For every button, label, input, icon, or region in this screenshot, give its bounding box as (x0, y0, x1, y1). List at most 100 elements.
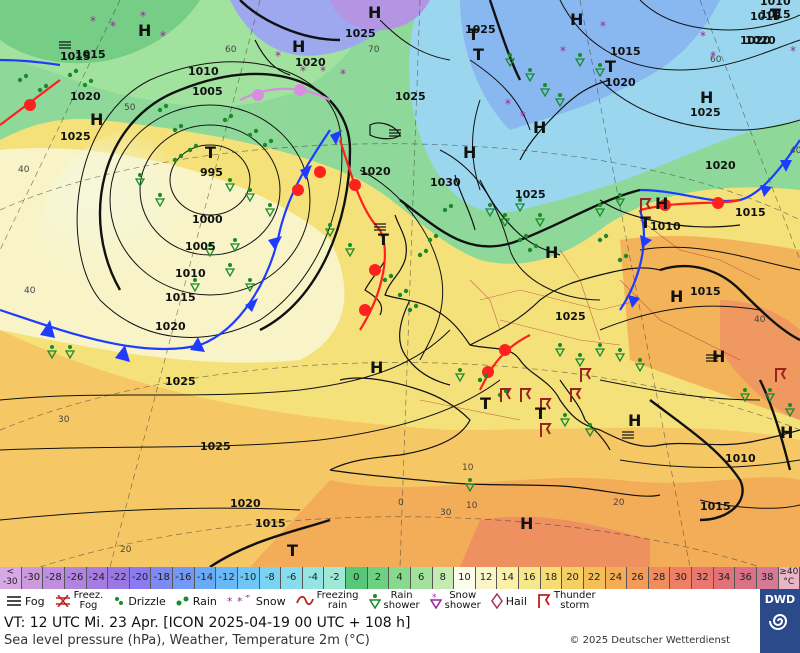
rain-shower-symbol (584, 423, 596, 438)
rain-shower-symbol (614, 348, 626, 363)
svg-text:*: * (237, 595, 243, 607)
fog-symbol (706, 354, 718, 362)
isobar-label: 1025 (165, 375, 196, 388)
isobar-label: 1010 (760, 0, 791, 8)
pressure-center-label: T (535, 404, 546, 423)
rain-shower-symbol (739, 388, 751, 403)
scale-cell: 26 (627, 567, 649, 589)
scale-cell: 34 (713, 567, 736, 589)
temperature-contour-label: 0 (398, 498, 404, 508)
temperature-contour-label: 60 (225, 45, 237, 55)
pressure-center-label: H (463, 143, 476, 162)
weather-legend: Fog Freez. Fog Drizzle Rain * * * Snow Fre… (0, 589, 760, 613)
rain-shower-symbol (46, 345, 58, 360)
isobar-label: 1015 (750, 10, 781, 23)
thunderstorm-symbol (580, 368, 592, 382)
isobar-label: 1010 (650, 220, 681, 233)
rain-shower-symbol (534, 213, 546, 228)
scale-cell: 28 (648, 567, 671, 589)
pressure-center-label: H (655, 194, 668, 213)
pressure-center-label: H (520, 514, 533, 533)
legend-freezing-rain: Freezing rain (295, 591, 359, 611)
scale-cell: 24 (605, 567, 628, 589)
pressure-center-label: T (287, 541, 298, 560)
pressure-center-label: H (670, 287, 683, 306)
scale-cell: -10 (237, 567, 260, 589)
temperature-contour-label: 10 (466, 501, 478, 511)
isobar-label: 1020 (230, 497, 261, 510)
rain-shower-symbol (244, 278, 256, 293)
rain-shower-symbol (574, 53, 586, 68)
rain-symbol (527, 243, 539, 253)
dwd-logo-text: DWD (764, 593, 796, 606)
rain-shower-symbol (64, 345, 76, 360)
rain-shower-symbol (614, 193, 626, 208)
snow-symbol: * (700, 29, 706, 43)
temperature-contour-label: 50 (124, 103, 136, 113)
legend-snow: * * * Snow (227, 595, 286, 608)
legend-hail: Hail (490, 593, 527, 609)
pressure-center-label: T (605, 57, 616, 76)
legend-snow-label: Snow (255, 594, 286, 608)
legend-thunderstorm-label: Thunder storm (553, 590, 596, 611)
freezing-fog-icon (55, 595, 70, 607)
copyright: © 2025 Deutscher Wetterdienst (569, 635, 730, 646)
isobar-label: 1015 (610, 45, 641, 58)
rain-symbol (417, 248, 429, 258)
snow-symbol: * (110, 19, 116, 33)
rain-shower-symbol (504, 53, 516, 68)
snow-symbol: * (505, 97, 511, 111)
rain-symbol (222, 113, 234, 123)
scale-cell: -22 (108, 567, 130, 589)
rain-shower-symbol (264, 203, 276, 218)
rain-symbol (477, 373, 489, 383)
isobar-label: 1020 (605, 76, 636, 89)
rain-icon (176, 596, 189, 606)
scale-cell: 8 (432, 567, 455, 589)
pressure-center-label: H (292, 37, 305, 56)
isobar-label: 1020 (740, 34, 771, 47)
rain-symbol (187, 143, 199, 153)
temperature-color-scale: < -30 -30 -28 -26 -24 -22 -20 -18 -16 -14 -12 -10 -8… (0, 567, 800, 589)
scale-cell: -4 (302, 567, 325, 589)
isobar-label: 1005 (185, 240, 216, 253)
snow-symbol: * (560, 44, 566, 58)
isobar-label: 1025 (690, 106, 721, 119)
snow-symbol: * (340, 67, 346, 81)
thunderstorm-symbol (570, 388, 582, 402)
svg-text:*: * (227, 595, 233, 607)
scale-cell: < -30 (0, 567, 22, 589)
snow-symbol: * (275, 49, 281, 63)
temperature-contour-label: 40 (18, 165, 30, 175)
isobar-label: 1025 (465, 23, 496, 36)
rain-shower-symbol (229, 238, 241, 253)
snow-symbol: * (140, 9, 146, 23)
snow-symbol: * (90, 14, 96, 28)
rain-shower-symbol (514, 198, 526, 213)
legend-freez-fog-label: Freez. Fog (73, 590, 104, 611)
map-footer: VT: 12 UTC Mi. 23 Apr. [ICON 2025-04-19 … (0, 613, 760, 653)
thunderstorm-symbol (540, 398, 552, 412)
pressure-center-label: H (138, 21, 151, 40)
isobar-label: 1020 (745, 34, 776, 47)
rain-shower-symbol (594, 203, 606, 218)
scale-cell: -18 (151, 567, 173, 589)
temperature-contour-label: 30 (58, 415, 70, 425)
legend-snow-shower-label: Snow shower (444, 590, 481, 611)
scale-cell: -24 (86, 567, 109, 589)
rain-symbol (617, 253, 629, 263)
rain-symbol (157, 103, 169, 113)
map-description: Sea level pressure (hPa), Weather, Tempe… (4, 633, 370, 648)
isobar-label: 1010 (188, 65, 219, 78)
scale-cell: 30 (670, 567, 692, 589)
pressure-center-label: T (480, 394, 491, 413)
rain-shower-symbol (454, 368, 466, 383)
legend-snow-shower: * Snow shower (429, 590, 481, 611)
isobar-label: 1015 (165, 291, 196, 304)
isobar-label: 995 (200, 166, 223, 179)
scale-cell: 38 (756, 567, 779, 589)
rain-symbol (597, 233, 609, 243)
legend-fog: Fog (6, 595, 45, 608)
scale-cell: 12 (475, 567, 498, 589)
pressure-center-label: T (473, 45, 484, 64)
